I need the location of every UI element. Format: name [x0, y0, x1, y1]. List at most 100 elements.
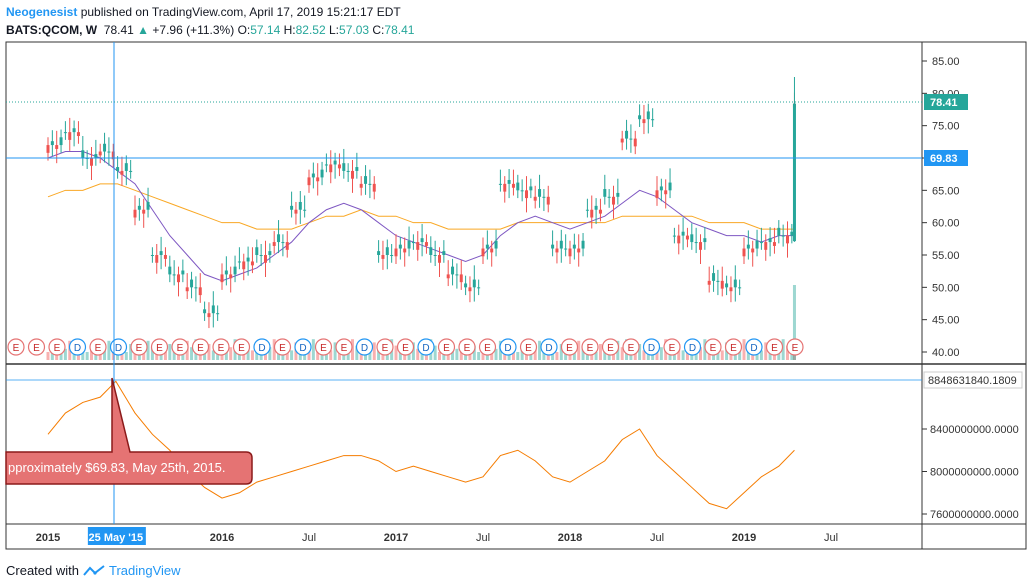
ma-fast-line [47, 151, 795, 282]
earnings-marker [150, 338, 169, 356]
candle-body [694, 242, 698, 244]
author-name[interactable]: Neogenesist [6, 5, 78, 19]
candle-body [516, 182, 520, 191]
marker-label: E [156, 343, 163, 354]
marker-label: E [320, 343, 327, 354]
created-with-label: Created with [6, 563, 79, 578]
earnings-marker [89, 338, 107, 356]
candle-body [81, 150, 85, 158]
candle-body [185, 287, 189, 292]
marker-label: D [422, 343, 429, 354]
marker-label: E [197, 343, 204, 354]
earnings-marker [130, 338, 148, 356]
time-tick-label: Jul [476, 532, 490, 544]
candle-body [633, 138, 637, 147]
candle-body [759, 242, 763, 244]
candle-body [137, 205, 141, 210]
marker-label: E [792, 343, 799, 354]
candle-body [63, 132, 67, 134]
dividend-marker [355, 338, 374, 356]
volume-bar [242, 352, 246, 360]
candle-body [555, 248, 559, 253]
volume-bar [307, 347, 311, 360]
candle-body [712, 273, 716, 281]
candle-body [272, 242, 276, 246]
candle-body [520, 190, 524, 192]
volume-bar [190, 347, 194, 360]
marker-label: D [74, 343, 81, 354]
candle-body [76, 132, 80, 137]
earnings-marker [273, 338, 292, 356]
candle-body [316, 177, 320, 182]
candle-body [685, 235, 689, 240]
tradingview-brand[interactable]: TradingView [108, 563, 181, 578]
earnings-marker [519, 338, 538, 356]
volume-bar [250, 350, 254, 360]
indicator-line [47, 380, 795, 510]
dividend-marker [683, 338, 702, 356]
marker-label: E [484, 343, 491, 354]
volume-bar [368, 350, 372, 360]
candle-body [116, 167, 120, 171]
earnings-marker [560, 338, 579, 356]
candle-body [246, 257, 250, 262]
time-tick-label: Jul [302, 532, 316, 544]
candle-body [329, 164, 333, 173]
candle-body [581, 240, 585, 249]
candle-body [677, 235, 681, 244]
earnings-marker [663, 338, 681, 356]
volume-bar [329, 350, 333, 360]
marker-label: E [443, 343, 450, 354]
candle-body [781, 235, 785, 237]
candle-body [477, 287, 481, 289]
candle-body [433, 255, 437, 256]
candle-body [159, 251, 163, 255]
candle-body [738, 287, 742, 289]
marker-label: E [13, 343, 20, 354]
publish-info: Neogenesist published on TradingView.com… [6, 5, 401, 19]
candle-body [716, 280, 720, 282]
candle-body [277, 234, 281, 243]
symbol-label: BATS:QCOM, W [6, 23, 98, 37]
chart-frame [5, 41, 1027, 550]
candle-body [46, 145, 50, 153]
candle-body [703, 238, 707, 243]
candle-body [129, 170, 133, 172]
price-tick-label: 85.00 [932, 56, 960, 68]
candle-body [224, 270, 228, 275]
candle-body [285, 242, 289, 250]
candle-body [198, 287, 202, 296]
volume-bar [642, 350, 646, 360]
candle-body [790, 231, 794, 236]
volume-bar [268, 347, 272, 360]
marker-label: D [115, 343, 122, 354]
candle-body [529, 186, 533, 191]
candle-body [777, 227, 781, 236]
earnings-marker [376, 338, 394, 356]
candle-body [98, 151, 102, 156]
candle-body [468, 287, 472, 292]
candle-body [359, 183, 363, 188]
candle-body [133, 209, 137, 218]
candle-body [337, 164, 341, 169]
symbol-info: BATS:QCOM, W 78.41 ▲ +7.96 (+11.3%) O:57… [6, 23, 414, 37]
marker-label: E [730, 343, 737, 354]
candle-body [259, 255, 263, 256]
candle-body [764, 242, 768, 250]
volume-bar [129, 344, 133, 360]
candle-body [50, 141, 54, 146]
hline-price-tag: 69.83 [930, 153, 958, 165]
candle-body [320, 169, 324, 178]
candle-body [490, 248, 494, 253]
volume-bar [681, 350, 685, 360]
dividend-marker [294, 338, 312, 356]
candle-body [481, 248, 485, 257]
candle-body [755, 240, 759, 249]
candle-body [242, 261, 246, 270]
callout-box[interactable] [5, 377, 253, 485]
candle-body [511, 183, 515, 188]
earnings-marker [212, 338, 230, 356]
candle-body [616, 192, 620, 197]
volume-bar [764, 342, 768, 360]
